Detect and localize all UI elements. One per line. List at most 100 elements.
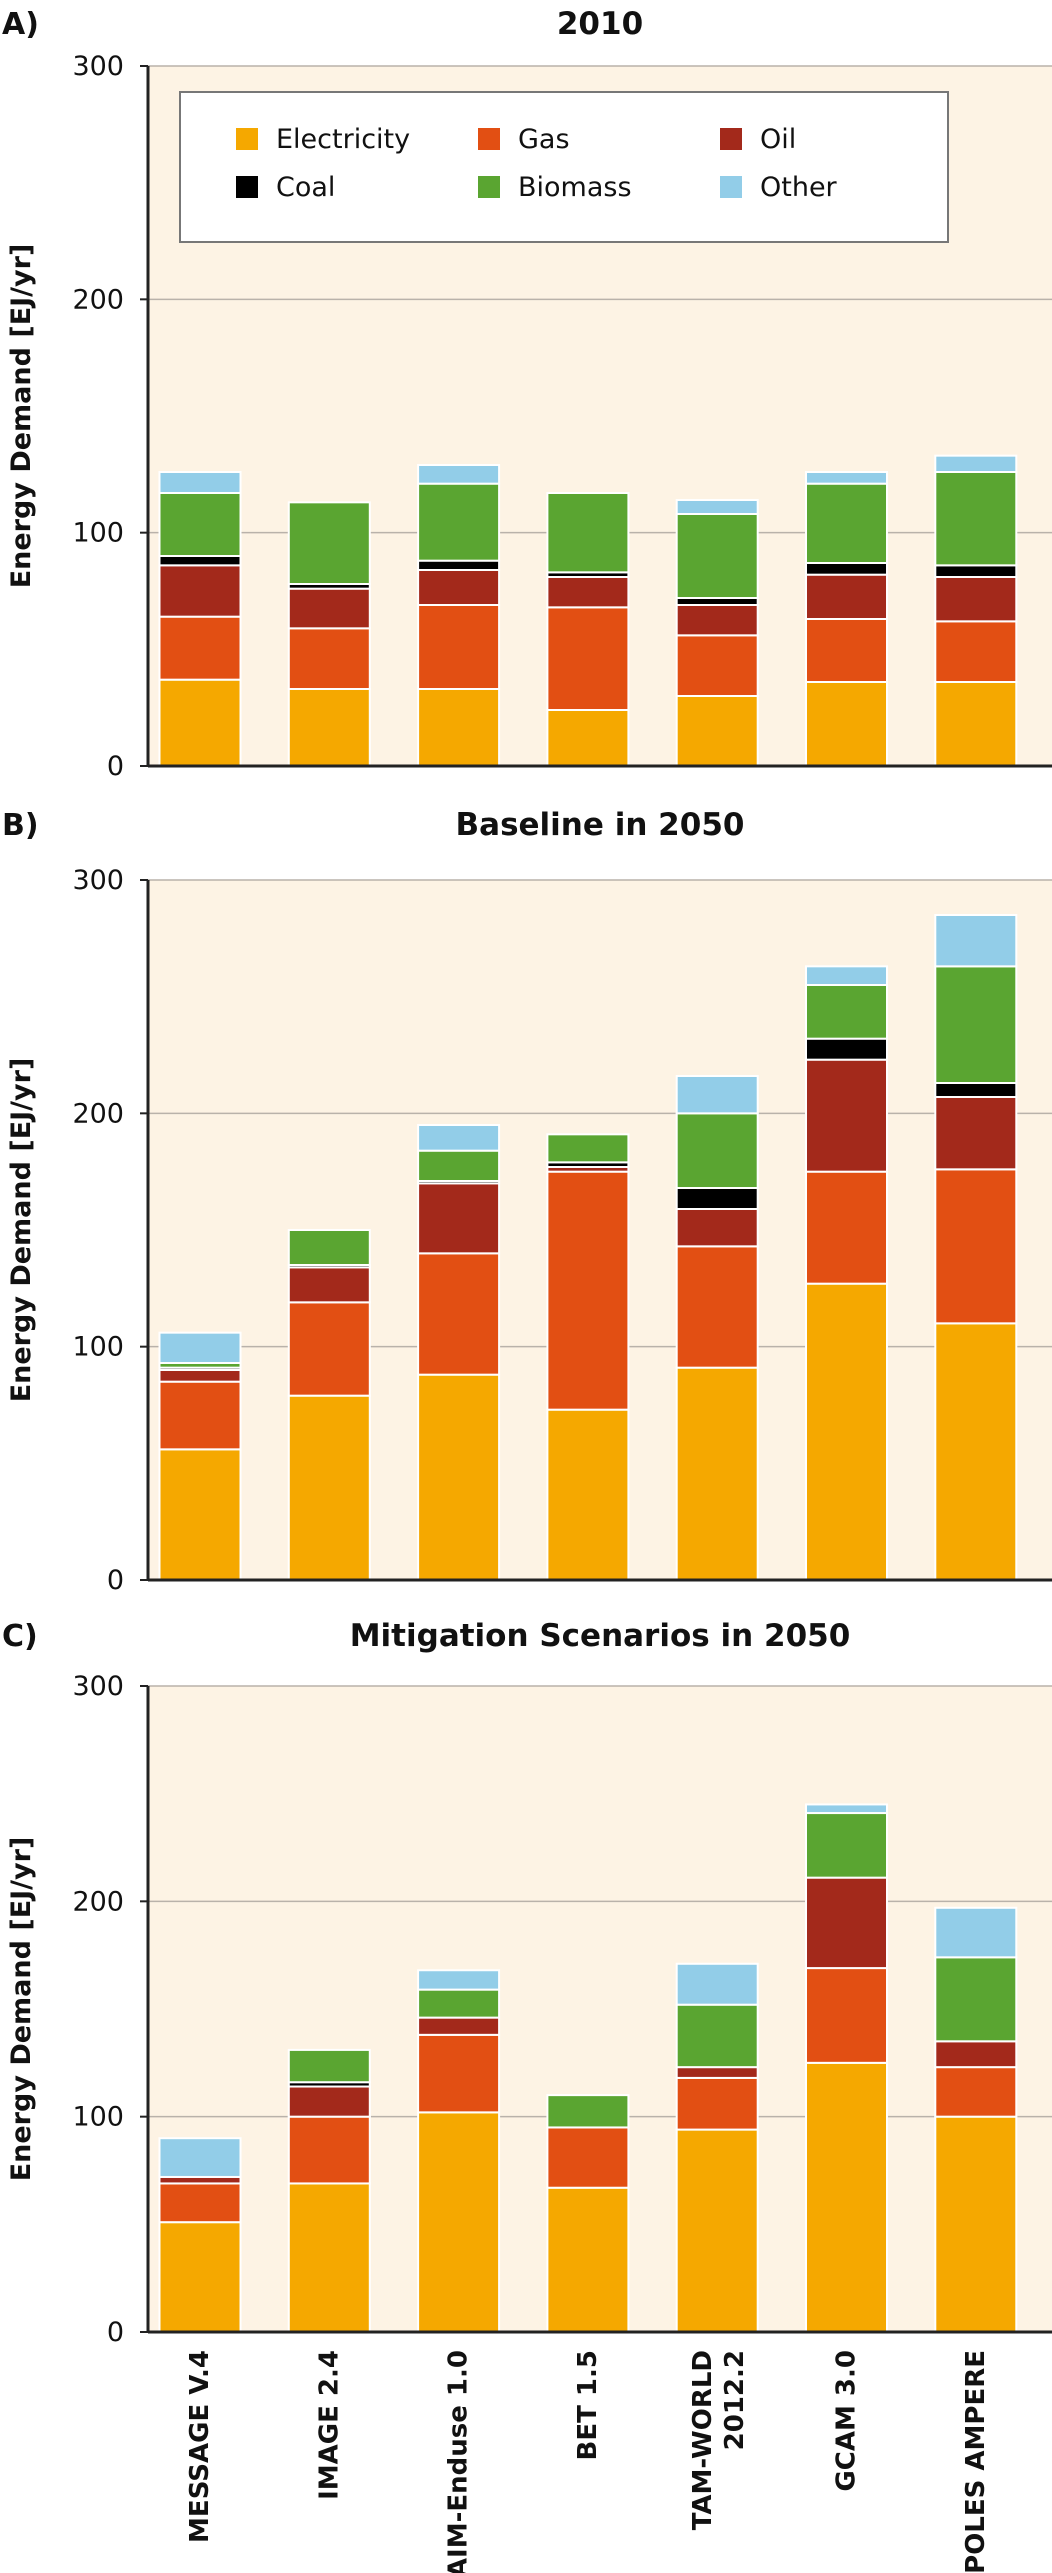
- bar-segment-oil: [546, 576, 630, 609]
- bar-segment-gas: [546, 2126, 630, 2189]
- y-tick-label: 100: [72, 518, 124, 549]
- panel-title: Mitigation Scenarios in 2050: [350, 1618, 851, 1654]
- bar-segment-gas: [675, 2076, 759, 2131]
- bar-segment-electricity: [287, 688, 371, 767]
- y-tick-label: 300: [72, 865, 124, 896]
- bar-segment-oil: [805, 1058, 888, 1173]
- bar-segment-electricity: [675, 1366, 759, 1581]
- bar-segment-gas: [287, 2115, 371, 2185]
- bar-segment-biomass: [805, 984, 888, 1040]
- bar-segment-other: [417, 464, 501, 485]
- bar-segment-oil: [287, 1266, 371, 1304]
- bar-segment-gas: [805, 1967, 888, 2064]
- category-labels: MESSAGE V.4 IMAGE 2.4 AIM-Enduse 1.0 BET 1.…: [185, 2350, 991, 2573]
- category-label: GCAM 3.0: [832, 2350, 862, 2492]
- bar-segment-oil: [675, 2066, 759, 2079]
- y-tick-label: 0: [107, 1565, 124, 1596]
- y-tick-label: 300: [72, 51, 124, 82]
- bar-segment-other: [158, 2137, 242, 2178]
- bar-segment-coal: [675, 597, 759, 606]
- y-tick-label: 100: [72, 2102, 124, 2133]
- panel-letter: C): [2, 1619, 38, 1654]
- y-tick-label: 200: [72, 1886, 124, 1917]
- bar-segment-gas: [158, 2182, 242, 2224]
- y-tick-label: 200: [72, 1098, 124, 1129]
- bar-segment-gas: [287, 627, 371, 690]
- legend-label-electricity: Electricity: [276, 124, 410, 155]
- bar-segment-gas: [805, 618, 888, 683]
- bar-segment-biomass: [934, 471, 1018, 567]
- panel-2: 0 100 200 300 C) Mitigation Scenarios in 2050…: [2, 1618, 1052, 2348]
- category-label: AIM-Enduse 1.0: [444, 2350, 474, 2573]
- bar-segment-other: [805, 471, 888, 485]
- bar-segment-electricity: [934, 2115, 1018, 2334]
- bar-segment-oil: [417, 2016, 501, 2036]
- legend-swatch-gas: [478, 128, 500, 150]
- bar-segment-gas: [158, 615, 242, 681]
- legend-label-coal: Coal: [276, 172, 335, 203]
- legend-swatch-other: [720, 176, 742, 198]
- y-tick-label: 0: [107, 751, 124, 782]
- legend-label-biomass: Biomass: [518, 172, 632, 203]
- bar-segment-biomass: [287, 1229, 371, 1266]
- bar-segment-biomass: [546, 492, 630, 574]
- y-tick-label: 100: [72, 1332, 124, 1363]
- bar-segment-other: [805, 1803, 888, 1815]
- bar-segment-electricity: [158, 2221, 242, 2333]
- bar-segment-biomass: [675, 1112, 759, 1190]
- y-tick-label: 0: [107, 2317, 124, 2348]
- legend-label-other: Other: [760, 172, 838, 203]
- bar-segment-gas: [934, 620, 1018, 683]
- bar-segment-electricity: [287, 1394, 371, 1581]
- bar-segment-electricity: [158, 1448, 242, 1582]
- bar-segment-coal: [417, 559, 501, 572]
- category-label: BET 1.5: [573, 2350, 603, 2460]
- panel-title: 2010: [557, 6, 643, 42]
- bar-segment-oil: [675, 604, 759, 637]
- bar-segment-gas: [546, 606, 630, 711]
- category-label: POLES AMPERE: [961, 2350, 991, 2573]
- y-axis-label: Energy Demand [EJ/yr]: [6, 1837, 37, 2182]
- bar-segment-biomass: [546, 2094, 630, 2129]
- bar-segment-gas: [675, 634, 759, 697]
- bar-segment-gas: [158, 1380, 242, 1451]
- bar-segment-biomass: [417, 1149, 501, 1182]
- category-label: IMAGE 2.4: [314, 2350, 344, 2500]
- bar-segment-oil: [675, 1208, 759, 1248]
- legend-label-oil: Oil: [760, 124, 796, 155]
- legend-box: [179, 91, 949, 243]
- bar-segment-biomass: [417, 482, 501, 562]
- y-tick-label: 300: [72, 1671, 124, 1702]
- bar-segment-electricity: [934, 1322, 1018, 1582]
- bar-segment-oil: [805, 1876, 888, 1970]
- bar-segment-gas: [287, 1301, 371, 1397]
- bar-segment-oil: [805, 573, 888, 621]
- bar-segment-other: [675, 499, 759, 515]
- bar-segment-biomass: [675, 513, 759, 599]
- bar-segment-other: [934, 454, 1018, 473]
- bar-segment-electricity: [546, 709, 630, 767]
- y-axis-label: Energy Demand [EJ/yr]: [6, 244, 37, 589]
- legend-label-gas: Gas: [518, 124, 570, 155]
- bar-segment-gas: [417, 604, 501, 690]
- bar-segment-electricity: [805, 1282, 888, 1581]
- bar-segment-oil: [287, 587, 371, 630]
- y-tick-label: 200: [72, 284, 124, 315]
- bar-segment-coal: [934, 1082, 1018, 1098]
- bar-segment-electricity: [546, 1408, 630, 1581]
- bar-segment-electricity: [805, 681, 888, 767]
- bar-segment-electricity: [158, 678, 242, 768]
- bar-segment-oil: [934, 2040, 1018, 2069]
- bar-segment-electricity: [546, 2186, 630, 2333]
- panel-letter: A): [2, 7, 39, 42]
- bar-segment-biomass: [287, 2048, 371, 2084]
- bar-segment-coal: [805, 1037, 888, 1061]
- bar-segment-coal: [805, 562, 888, 576]
- bar-segment-biomass: [934, 965, 1018, 1084]
- category-label: MESSAGE V.4: [185, 2350, 215, 2543]
- legend-swatch-oil: [720, 128, 742, 150]
- bar-segment-biomass: [287, 501, 371, 586]
- bar-segment-gas: [805, 1170, 888, 1285]
- bar-segment-electricity: [417, 2111, 501, 2334]
